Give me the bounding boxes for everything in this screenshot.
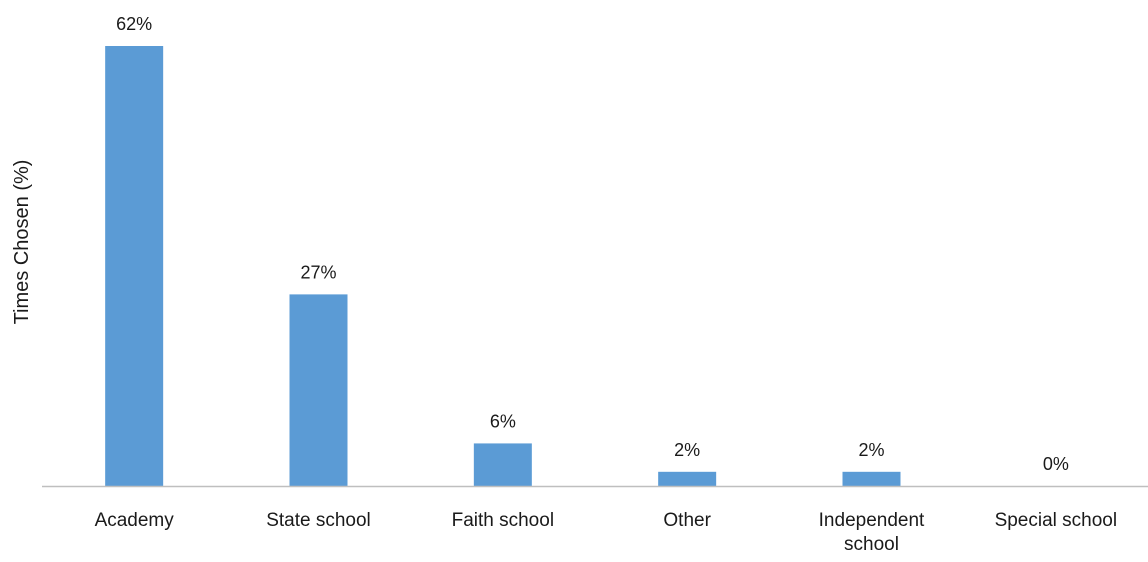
bar-1: [289, 294, 348, 486]
x-tick-label-4: Independent school: [819, 510, 925, 555]
x-tick-label-1: State school: [266, 510, 371, 531]
y-axis-title: Times Chosen (%): [11, 160, 33, 325]
bar-0: [105, 46, 164, 486]
x-tick-label-3: Other: [663, 510, 711, 531]
data-label-2: 6%: [490, 411, 516, 431]
data-label-0: 62%: [116, 14, 152, 34]
data-label-3: 2%: [674, 440, 700, 460]
data-labels: 62% 27% 6% 2% 2% 0%: [116, 14, 1069, 474]
x-tick-label-2: Faith school: [452, 510, 554, 531]
bar-4: [842, 471, 901, 486]
data-label-4: 2%: [858, 440, 884, 460]
x-tick-labels: Academy State school Faith school Other Inde…: [95, 510, 1118, 555]
bar-3: [658, 471, 717, 486]
bar-2: [473, 443, 532, 486]
data-label-1: 27%: [300, 262, 336, 282]
x-tick-label-0: Academy: [95, 510, 175, 531]
data-label-5: 0%: [1043, 454, 1069, 474]
bar-series: [105, 46, 901, 486]
x-tick-label-5: Special school: [995, 510, 1118, 531]
